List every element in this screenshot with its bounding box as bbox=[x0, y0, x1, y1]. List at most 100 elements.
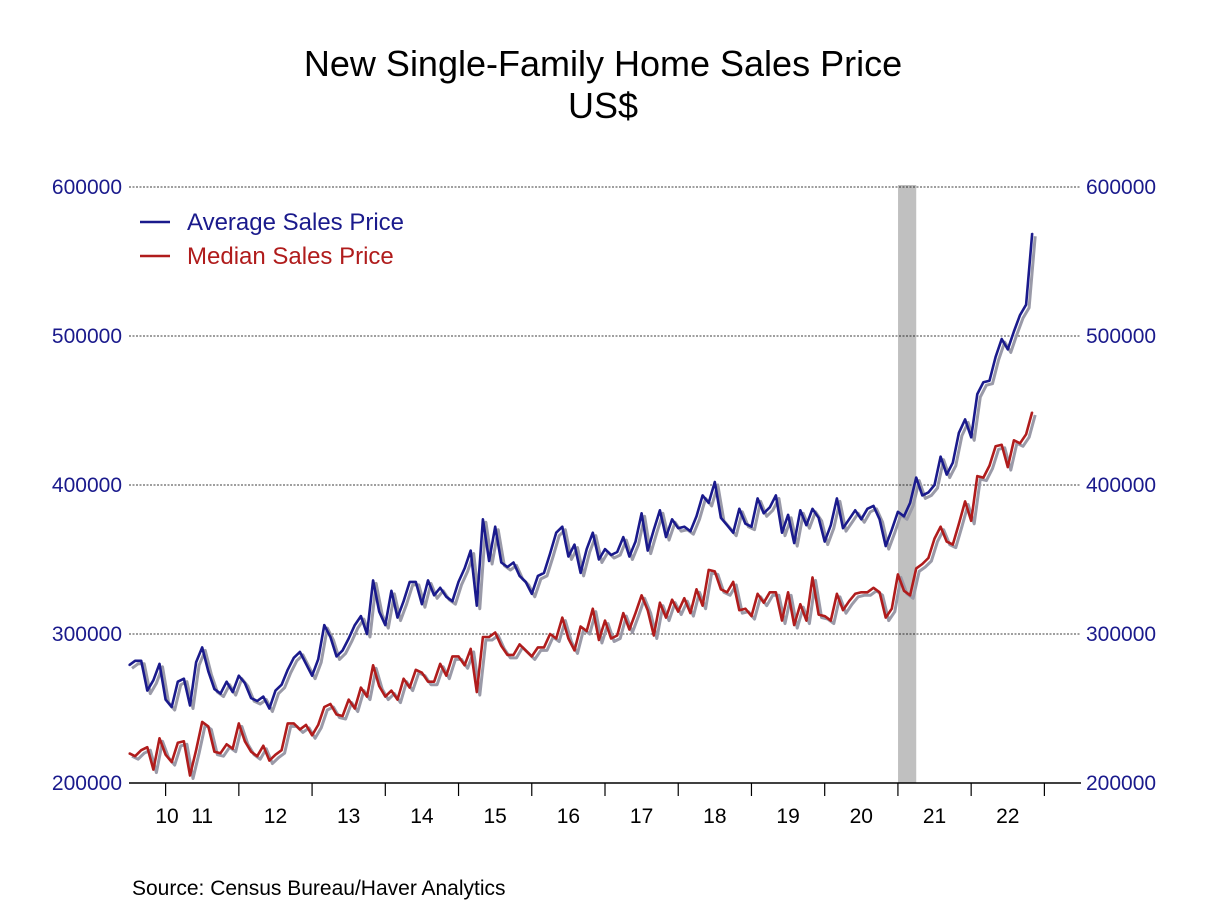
point-average bbox=[274, 690, 277, 692]
point-median bbox=[409, 687, 411, 689]
y-tick-label-left: 200000 bbox=[52, 772, 122, 795]
x-tick-label: 11 bbox=[191, 805, 213, 828]
x-tick-label: 14 bbox=[410, 805, 434, 828]
x-tick-label: 22 bbox=[996, 805, 1019, 828]
point-average bbox=[451, 600, 453, 602]
point-median bbox=[830, 620, 832, 622]
point-median bbox=[634, 612, 637, 614]
point-median bbox=[659, 602, 661, 604]
x-tick-label: 13 bbox=[337, 805, 360, 828]
legend-label: Median Sales Price bbox=[187, 243, 394, 270]
point-average bbox=[482, 518, 484, 520]
point-average bbox=[634, 541, 637, 543]
point-median bbox=[946, 541, 948, 543]
point-median bbox=[439, 663, 441, 665]
x-tick-label: 12 bbox=[264, 805, 287, 828]
point-median bbox=[995, 445, 997, 447]
point-average bbox=[708, 502, 710, 504]
point-median bbox=[128, 752, 130, 754]
point-median bbox=[476, 691, 478, 693]
point-median bbox=[464, 664, 466, 666]
point-median bbox=[622, 612, 624, 614]
source-note: Source: Census Bureau/Haver Analytics bbox=[132, 877, 506, 900]
point-median bbox=[232, 748, 234, 750]
point-average bbox=[317, 658, 319, 660]
point-average bbox=[207, 670, 209, 672]
point-median bbox=[421, 672, 423, 674]
point-average bbox=[396, 617, 399, 619]
x-tick-label: 10 bbox=[155, 805, 178, 828]
point-median bbox=[940, 526, 942, 528]
point-median bbox=[708, 569, 710, 571]
point-median bbox=[818, 614, 820, 616]
point-median bbox=[219, 752, 222, 754]
point-median bbox=[561, 617, 563, 619]
point-average bbox=[909, 502, 911, 504]
point-average bbox=[714, 481, 716, 483]
point-median bbox=[274, 754, 277, 756]
legend-label: Average Sales Price bbox=[187, 209, 404, 236]
point-median bbox=[872, 587, 875, 589]
point-median bbox=[494, 631, 496, 634]
point-median bbox=[171, 761, 173, 763]
point-average bbox=[177, 681, 179, 683]
point-average bbox=[653, 529, 655, 531]
point-median bbox=[140, 749, 142, 751]
point-average bbox=[860, 518, 862, 520]
point-median bbox=[689, 612, 692, 614]
point-median bbox=[342, 715, 344, 717]
point-median bbox=[1007, 466, 1009, 468]
point-average bbox=[1025, 304, 1027, 306]
point-median bbox=[195, 749, 197, 751]
point-median bbox=[567, 637, 570, 640]
x-tick-label: 17 bbox=[630, 805, 653, 828]
point-median bbox=[702, 605, 704, 607]
point-median bbox=[1025, 433, 1027, 435]
point-median bbox=[1001, 444, 1003, 446]
point-median bbox=[268, 760, 270, 762]
point-median bbox=[299, 728, 301, 731]
point-average bbox=[671, 518, 673, 520]
point-median bbox=[519, 643, 521, 646]
point-median bbox=[909, 594, 911, 596]
point-average bbox=[445, 596, 447, 598]
point-average bbox=[744, 523, 747, 525]
point-median bbox=[695, 588, 698, 590]
point-median bbox=[1031, 411, 1033, 413]
point-average bbox=[512, 561, 515, 564]
point-median bbox=[604, 620, 606, 622]
point-median bbox=[958, 523, 960, 525]
point-average bbox=[134, 660, 136, 662]
point-median bbox=[281, 749, 283, 751]
point-average bbox=[171, 706, 173, 708]
point-median bbox=[610, 637, 612, 640]
point-average bbox=[824, 541, 826, 543]
point-median bbox=[915, 567, 917, 570]
point-average bbox=[732, 532, 734, 534]
point-median bbox=[335, 713, 338, 716]
point-median bbox=[238, 722, 240, 725]
point-average bbox=[897, 511, 899, 513]
point-average bbox=[287, 669, 289, 671]
point-median bbox=[665, 617, 667, 619]
point-average bbox=[726, 524, 728, 526]
point-median bbox=[354, 707, 356, 710]
point-average bbox=[403, 600, 405, 602]
point-average bbox=[702, 494, 704, 496]
y-tick-label-right: 400000 bbox=[1086, 474, 1156, 497]
point-median bbox=[549, 633, 551, 635]
point-median bbox=[885, 617, 887, 619]
point-median bbox=[775, 591, 777, 593]
point-median bbox=[323, 706, 325, 708]
point-average bbox=[244, 682, 246, 684]
point-median bbox=[433, 681, 435, 683]
point-average bbox=[891, 529, 893, 531]
point-median bbox=[799, 603, 801, 605]
x-tick-label: 15 bbox=[483, 805, 506, 828]
point-average bbox=[201, 646, 203, 649]
point-average bbox=[519, 575, 521, 577]
point-average bbox=[921, 494, 923, 496]
axis-layer: 10 11 12 13 14 15 16 17 18 19 20 21 22 bbox=[129, 782, 1081, 828]
point-median bbox=[470, 648, 472, 650]
point-average bbox=[128, 664, 130, 666]
